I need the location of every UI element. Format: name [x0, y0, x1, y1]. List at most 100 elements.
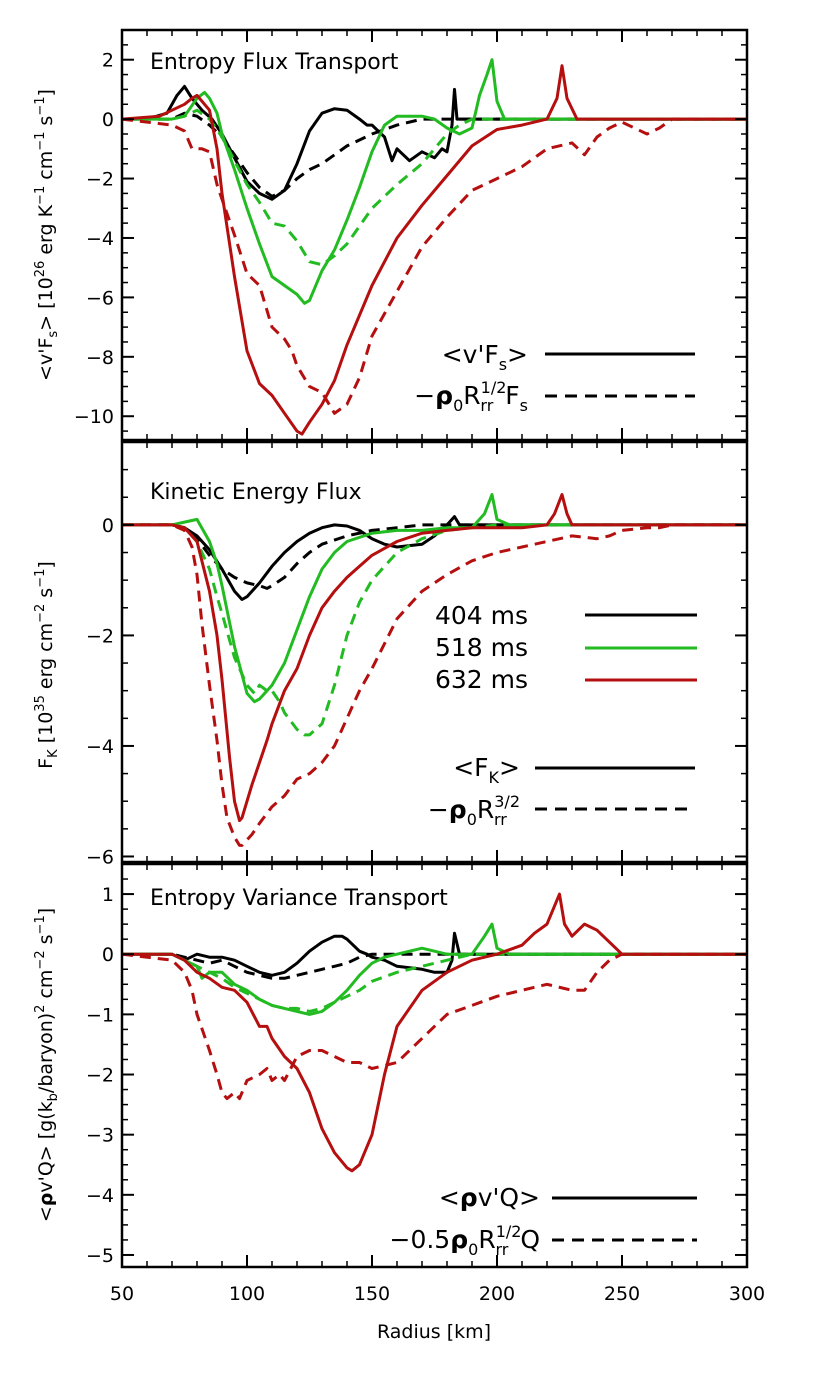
legend-solid-label-3: <ρv'Q>	[439, 1183, 540, 1212]
series-entropy-flux-518ms-solid	[122, 58, 747, 305]
panel-kinetic-energy-ylabel-h: −1	[33, 569, 48, 588]
panel-entropy-variance-ylabel-d: b	[46, 1093, 61, 1101]
xtick-label: 200	[479, 1283, 515, 1305]
ytick-label: 0	[102, 109, 114, 131]
panel-entropy-flux-ylabel-k: ]	[35, 89, 57, 96]
ytick-label: −6	[86, 287, 114, 309]
legend-solid-label-1-c: >	[507, 340, 528, 369]
legend-solid-label-3-a: <	[439, 1183, 460, 1212]
panel-kinetic-energy-ylabel-e: erg cm	[35, 623, 57, 695]
panel-entropy-flux-style-legend: <v'Fs> −ρ0R1/2 rr Fs	[414, 340, 695, 415]
series-entropy-variance-518ms-dashed	[122, 952, 747, 1013]
legend-solid-label-2-b: K	[489, 768, 500, 787]
legend-solid-label-1: <v'Fs>	[442, 340, 528, 374]
panel-entropy-variance: −5−4−3−2−101 Entropy Variance Transport …	[33, 862, 749, 1269]
x-axis: 50 100 150 200 250 300	[110, 1283, 765, 1305]
ytick-label: −2	[86, 169, 114, 191]
panel-kinetic-energy-ylabel-b: K	[46, 749, 61, 758]
series-entropy-flux-632ms-solid	[122, 64, 747, 436]
legend-dashed-label-1: −ρ0R1/2 rr Fs	[414, 378, 528, 415]
legend-dashed-label-2-e: 3/2	[494, 792, 520, 811]
legend-dashed-label-1-d: R	[463, 381, 480, 410]
series-entropy-variance-632ms-solid	[122, 892, 747, 1173]
panel-entropy-variance-ylabel-h: −2	[33, 950, 48, 969]
panel-kinetic-energy-ylabel-i: ]	[35, 561, 57, 568]
ytick-label: 0	[102, 515, 114, 537]
ytick-label: −2	[86, 625, 114, 647]
panel-entropy-variance-ylabel-i: s	[35, 934, 57, 950]
legend-dashed-label-1-f: rr	[480, 396, 493, 415]
series-entropy-variance-404ms-dashed	[122, 952, 747, 980]
series-entropy-flux-404ms-dashed	[122, 111, 747, 198]
x-axis-label: Radius [km]	[377, 1321, 491, 1343]
legend-dashed-label-1-h: s	[520, 396, 528, 415]
panel-kinetic-energy-ylabel-g: s	[35, 588, 57, 604]
ytick-label: −4	[86, 228, 114, 250]
panel-entropy-flux: −10−8−6−4−202 Entropy Flux Transport <v'…	[33, 28, 749, 442]
panel-kinetic-energy-ylabel-f: −2	[33, 604, 48, 623]
series-entropy-flux-632ms-dashed	[122, 117, 747, 415]
panel-kinetic-energy: −6−4−20 Kinetic Energy Flux FK [1035 erg…	[33, 440, 749, 868]
legend-dashed-label-3-c: 0	[468, 1240, 478, 1259]
ytick-label: −8	[86, 347, 114, 369]
panel-entropy-flux-ylabel-e: erg K	[35, 204, 57, 260]
ytick-label: −3	[86, 1125, 114, 1147]
legend-solid-label-3-b: ρ	[460, 1183, 478, 1212]
legend-solid-label-2-c: >	[499, 753, 520, 782]
ytick-label: −1	[86, 1004, 114, 1026]
legend-dashed-label-3-f: rr	[495, 1240, 508, 1259]
panel-entropy-flux-ylabel-c: > [10	[35, 277, 57, 331]
legend-dashed-label-1-c: 0	[453, 396, 463, 415]
ytick-label: −10	[74, 406, 114, 428]
series-entropy-flux-518ms-dashed	[122, 108, 747, 267]
xtick-label: 100	[229, 1283, 265, 1305]
panel-entropy-flux-lines	[122, 58, 747, 436]
panel-entropy-flux-ylabel-b: s	[46, 331, 61, 338]
panel-entropy-flux-ylabel-i: s	[35, 116, 57, 132]
legend-solid-label-1-b: s	[499, 355, 507, 374]
panel-entropy-flux-ylabel: <v'Fs> [1026 erg K−1 cm−1 s−1]	[33, 89, 61, 381]
panel-kinetic-energy-title: Kinetic Energy Flux	[150, 480, 362, 505]
panel-entropy-variance-ylabel-a: <	[35, 1206, 57, 1222]
ytick-label: −5	[86, 1245, 114, 1267]
ytick-label: −2	[86, 1065, 114, 1087]
panel-entropy-variance-ticks: −5 −4 −3 −2 −1 0 1	[86, 863, 748, 1267]
legend-dashed-label-3-g: Q	[520, 1225, 540, 1254]
legend-dashed-label-2-a: −	[428, 795, 449, 824]
panel-entropy-variance-style-legend: <ρv'Q> −0.5ρ0R1/2 rr Q	[390, 1183, 697, 1259]
panel-entropy-flux-ticks: −10 −8 −6 −4 −2 0 2	[74, 29, 748, 440]
legend-dashed-label-1-g: F	[505, 381, 519, 410]
legend-dashed-label-2-c: 0	[467, 810, 477, 829]
panel-entropy-flux-ylabel-g: cm	[35, 151, 57, 186]
series-kinetic-energy-518ms-dashed	[122, 523, 747, 737]
series-kinetic-energy-632ms-solid	[122, 493, 747, 823]
legend-solid-label-2-a: <F	[453, 753, 488, 782]
panel-entropy-variance-frame	[120, 862, 749, 1269]
time-legend-label-1: 518 ms	[435, 633, 528, 662]
panel-kinetic-energy-lines	[122, 493, 747, 847]
panel-entropy-variance-ylabel-c: v'Q> [g(k	[35, 1101, 57, 1192]
xtick-label: 50	[110, 1283, 134, 1305]
legend-solid-label-2: <FK>	[453, 753, 520, 787]
xtick-label: 250	[604, 1283, 640, 1305]
series-kinetic-energy-404ms-dashed	[122, 523, 747, 590]
panel-entropy-variance-ylabel-j: −1	[33, 915, 48, 934]
panel-kinetic-energy-ylabel-a: F	[35, 758, 57, 769]
time-legend: 404 ms 518 ms 632 ms	[435, 601, 697, 694]
series-entropy-variance-518ms-solid	[122, 922, 747, 1016]
panel-kinetic-energy-ylabel: FK [1035 erg cm−2 s−1]	[33, 561, 61, 769]
legend-dashed-label-2-d: R	[477, 795, 494, 824]
panel-entropy-flux-ylabel-j: −1	[33, 96, 48, 115]
panel-entropy-variance-ylabel-b: ρ	[35, 1193, 57, 1207]
ytick-label: 0	[102, 944, 114, 966]
panel-kinetic-energy-ticks: −6 −4 −2 0	[86, 441, 748, 868]
series-kinetic-energy-518ms-solid	[122, 493, 747, 704]
panel-entropy-variance-ylabel: <ρv'Q> [g(kb/baryon)2 cm−2 s−1]	[33, 908, 61, 1222]
panel-entropy-variance-ylabel-f: 2	[33, 1005, 48, 1013]
panel-entropy-flux-ylabel-f: −1	[33, 186, 48, 205]
legend-solid-label-1-a: <v'F	[442, 340, 499, 369]
time-legend-label-2: 632 ms	[435, 665, 528, 694]
legend-dashed-label-3-d: R	[478, 1225, 495, 1254]
panel-entropy-variance-ylabel-g: cm	[35, 970, 57, 1005]
